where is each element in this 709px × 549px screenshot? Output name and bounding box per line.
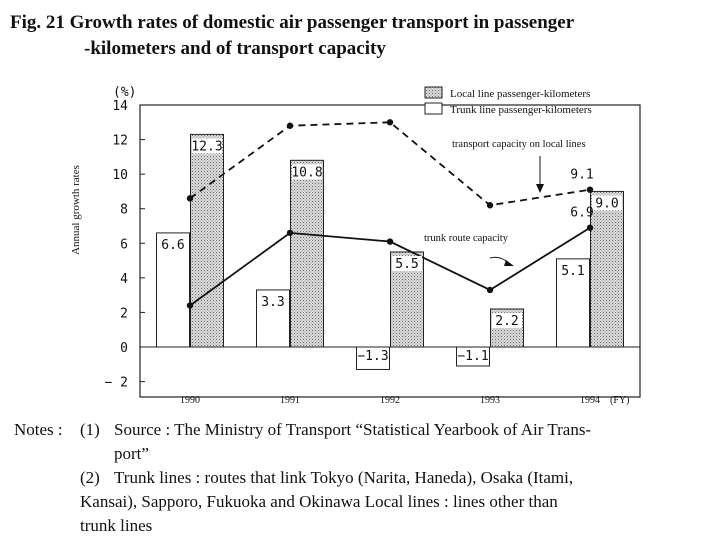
bar-trunk-line bbox=[156, 232, 190, 348]
bar-trunk-line bbox=[556, 258, 590, 348]
note-2-text-cont: Kansai), Sapporo, Fukuoka and Okinawa Lo… bbox=[80, 492, 558, 511]
y-tick-label: 12 bbox=[112, 134, 128, 149]
notes: Notes : (1) Source : The Ministry of Tra… bbox=[14, 418, 704, 538]
x-unit-label: (FY) bbox=[610, 395, 629, 406]
note-2-continuation-2: trunk lines bbox=[14, 514, 704, 538]
line-value-label: 6.9 bbox=[570, 206, 593, 221]
local-value-label: 2.2 bbox=[495, 314, 518, 329]
y-tick-label: 10 bbox=[112, 168, 128, 183]
legend-label-local: Local line passenger-kilometers bbox=[450, 88, 590, 100]
y-axis-label: Annual growth rates bbox=[70, 165, 82, 255]
trunk-value-label: −1.3 bbox=[357, 349, 388, 364]
y-tick-label: 8 bbox=[120, 203, 128, 218]
annotation-trunk-capacity: trunk route capacity bbox=[424, 233, 509, 244]
bar-trunk-line bbox=[456, 346, 490, 367]
data-label-bg bbox=[592, 195, 622, 211]
legend-swatch-local bbox=[424, 86, 443, 99]
y-tick-label: 6 bbox=[120, 237, 128, 252]
figure-title-line1: Fig. 21 Growth rates of domestic air pas… bbox=[10, 12, 575, 33]
note-2-number: (2) bbox=[80, 468, 100, 487]
note-2-continuation: Kansai), Sapporo, Fukuoka and Okinawa Lo… bbox=[14, 490, 704, 514]
x-tick-label: 1990 bbox=[180, 395, 200, 406]
y-tick-label: 14 bbox=[112, 99, 128, 114]
data-label-bg bbox=[392, 255, 422, 271]
trunk-capacity-point bbox=[186, 302, 194, 309]
data-label-bg bbox=[192, 138, 222, 154]
trunk-value-label: 3.3 bbox=[261, 295, 284, 310]
trunk-capacity-point bbox=[486, 286, 494, 294]
x-tick-label: 1994 bbox=[580, 395, 600, 406]
figure-title-line2: -kilometers and of transport capacity bbox=[84, 38, 386, 59]
x-tick-label: 1992 bbox=[380, 395, 400, 406]
trunk-value-label: 6.6 bbox=[161, 238, 184, 253]
note-2-text-cont2: trunk lines bbox=[80, 516, 153, 535]
local-value-label: 9.0 bbox=[595, 196, 618, 211]
x-tick-label: 1993 bbox=[480, 395, 500, 406]
bar-local-line bbox=[590, 190, 624, 348]
y-tick-label: 0 bbox=[120, 341, 128, 356]
note-1-number: (1) bbox=[80, 420, 100, 439]
annotation-arrowhead bbox=[536, 184, 544, 193]
note-1: Notes : (1) Source : The Ministry of Tra… bbox=[14, 418, 704, 442]
note-1-text: Source : The Ministry of Transport “Stat… bbox=[114, 420, 592, 439]
note-1-continuation: port” bbox=[14, 442, 704, 466]
y-unit-label: (%) bbox=[113, 85, 136, 100]
bar-trunk-line bbox=[356, 346, 390, 370]
local-capacity-point bbox=[286, 122, 294, 129]
y-tick-label: 4 bbox=[120, 272, 128, 287]
trunk-value-label: −1.1 bbox=[457, 349, 488, 364]
note-2-text: Trunk lines : routes that link Tokyo (Na… bbox=[114, 468, 574, 487]
note-2: (2) Trunk lines : routes that link Tokyo… bbox=[14, 466, 704, 490]
line-value-label: 9.1 bbox=[570, 168, 593, 183]
local-value-label: 5.5 bbox=[395, 257, 418, 272]
figure-title: Fig. 21 Growth rates of domestic air pas… bbox=[10, 10, 705, 62]
data-label-bg bbox=[492, 312, 522, 328]
plot-frame bbox=[139, 104, 641, 398]
data-label-bg bbox=[292, 164, 322, 180]
trunk-value-label: 5.1 bbox=[561, 264, 584, 279]
bar-local-line bbox=[190, 133, 224, 348]
x-tick-label: 1991 bbox=[280, 395, 300, 406]
local-capacity-point bbox=[186, 195, 194, 202]
growth-rate-chart: − 2 0 2 4 6 8 10 12 14(%) Annual growth rates 1990… bbox=[70, 85, 641, 406]
notes-heading: Notes : bbox=[14, 420, 63, 439]
trunk-capacity-point bbox=[386, 238, 394, 245]
legend-label-trunk: Trunk line passenger-kilometers bbox=[450, 104, 592, 116]
y-tick-label: 2 bbox=[120, 306, 128, 321]
annotation-arrowhead bbox=[504, 260, 514, 266]
trunk-capacity-point bbox=[586, 224, 594, 231]
local-value-label: 12.3 bbox=[191, 139, 222, 154]
note-1-text-cont: port” bbox=[114, 444, 149, 463]
line-local-capacity bbox=[189, 121, 591, 207]
local-capacity-point bbox=[486, 202, 494, 209]
legend-swatch-trunk bbox=[424, 102, 443, 115]
trunk-capacity-point bbox=[286, 229, 294, 237]
local-capacity-point bbox=[586, 186, 594, 193]
local-value-label: 10.8 bbox=[291, 165, 322, 180]
y-tick-label: − 2 bbox=[105, 376, 128, 391]
bar-local-line bbox=[290, 159, 324, 348]
annotation-local-capacity: transport capacity on local lines bbox=[452, 139, 586, 150]
bar-trunk-line bbox=[256, 289, 290, 348]
local-capacity-point bbox=[386, 119, 394, 126]
